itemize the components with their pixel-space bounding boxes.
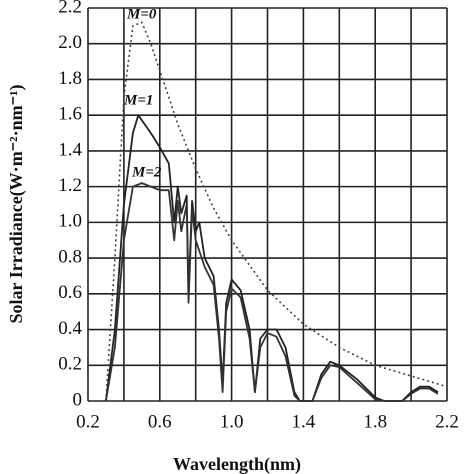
y-tick-label: 2.0: [58, 32, 82, 53]
x-axis-title: Wavelength(nm): [173, 454, 301, 474]
series-line: [105, 182, 439, 402]
x-tick-label: 1.8: [363, 411, 387, 432]
series-line: [105, 21, 448, 402]
y-tick-label: 1.4: [58, 139, 82, 160]
y-tick-label: 1.0: [58, 211, 82, 232]
y-tick-label: 0.4: [58, 318, 82, 339]
x-tick-label: 1.4: [292, 411, 316, 432]
y-tick-label: 0.6: [58, 282, 82, 303]
y-tick-label: 1.6: [58, 104, 82, 125]
y-tick-label: 1.8: [58, 68, 82, 89]
curve-label: M=2: [131, 164, 162, 180]
y-tick-label: 1.2: [58, 175, 82, 196]
y-tick-label: 2.2: [58, 0, 82, 17]
x-tick-label: 0.2: [76, 411, 100, 432]
y-tick-label: 0: [73, 389, 83, 410]
y-axis-title: Solar Irradiance(W·m⁻²·nm⁻¹): [6, 85, 27, 324]
curve-label: M=0: [126, 6, 157, 22]
curve-label: M=1: [123, 92, 153, 108]
series-line: [105, 114, 439, 402]
y-tick-label: 0.8: [58, 246, 82, 267]
x-tick-label: 2.2: [435, 411, 459, 432]
y-tick-label: 0.2: [58, 354, 82, 375]
x-tick-label: 1.0: [220, 411, 244, 432]
x-tick-label: 0.6: [148, 411, 172, 432]
